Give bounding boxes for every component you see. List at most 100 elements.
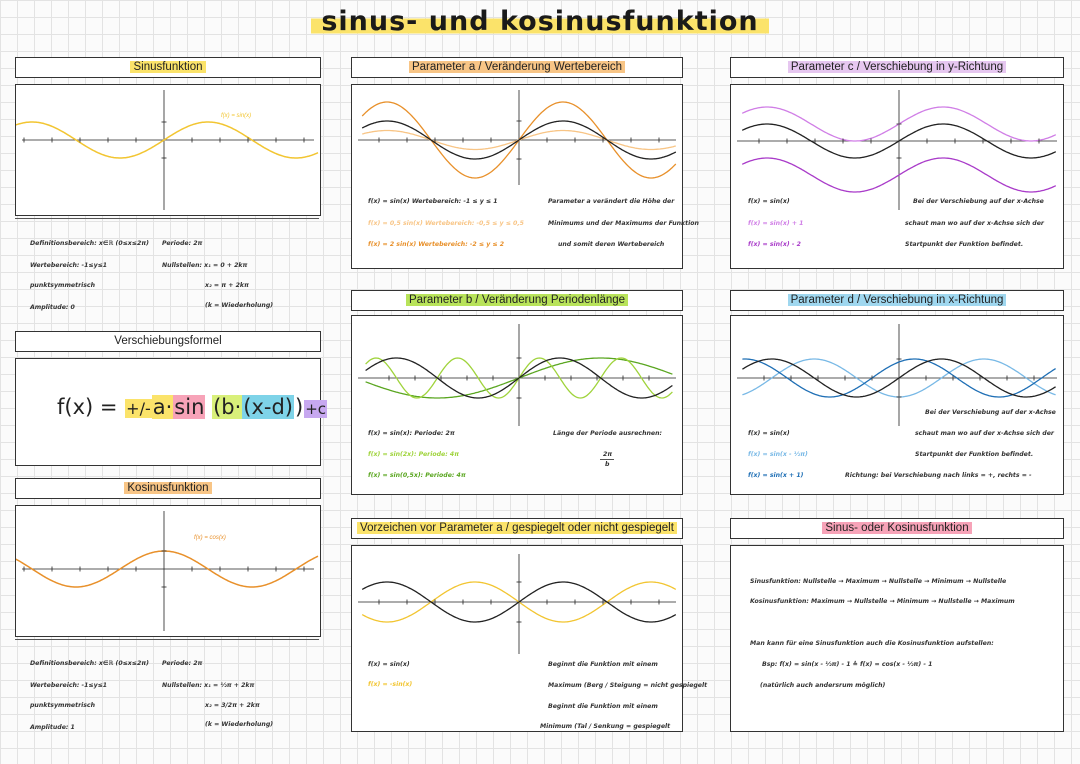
curve-sin-shift-left (742, 358, 1056, 398)
header-parameter-b: Parameter b / Veränderung Periodenlänge (351, 290, 683, 311)
param-a-n3: und somit deren Wertebereich (558, 241, 665, 248)
separator (15, 639, 319, 640)
cos-curve-label: f(x) = cos(x) (194, 535, 226, 541)
param-c-n2: schaut man wo auf der x-Achse sich der (905, 220, 1044, 227)
null-sinus: Nullstellen: x₁ = 0 + 2kπ (162, 262, 248, 269)
page-title: sinus- und kosinusfunktion (0, 6, 1080, 37)
curve-sin (742, 358, 1056, 398)
header-parameter-c: Parameter c / Verschiebung in y-Richtung (730, 57, 1064, 78)
param-d-n2: schaut man wo auf der x-Achse sich der (915, 430, 1054, 437)
param-a-n2: Minimums und der Maximums der Funktion (548, 220, 699, 227)
sinkos-l1: Sinusfunktion: Nullstelle → Maximum → Nu… (750, 578, 1007, 585)
parameter-d-graph (737, 324, 1057, 426)
param-b-n1: Länge der Periode ausrechnen: (553, 430, 662, 437)
param-d-f3: f(x) = sin(x + 1) (748, 472, 804, 479)
sym-kosinus: punktsymmetrisch (30, 702, 96, 709)
param-b-frac-bot: b (605, 461, 610, 468)
vz-n4: Minimum (Tal / Senkung = gespiegelt (540, 723, 671, 730)
formula-f: f(x) = (57, 395, 118, 419)
sinus-oder-kosinus-box (730, 545, 1064, 732)
param-c-f1: f(x) = sin(x) (748, 198, 790, 205)
formula-xd: (x-d) (242, 395, 295, 419)
formula-a: a· (151, 395, 174, 419)
null2-sinus: x₂ = π + 2kπ (205, 282, 249, 289)
vz-f1: f(x) = sin(x) (368, 661, 410, 668)
kosinus-graph (16, 511, 319, 631)
header-sinus-oder-kosinus: Sinus- oder Kosinusfunktion (730, 518, 1064, 539)
plot-parameter-b (351, 315, 683, 495)
param-d-f2: f(x) = sin(x - ½π) (748, 451, 808, 458)
plot-parameter-d (730, 315, 1064, 495)
fraction-bar (600, 459, 614, 460)
k-sinus: (k = Wiederholung) (205, 302, 274, 309)
sin-curve (16, 121, 319, 159)
plot-parameter-a (351, 84, 683, 269)
plot-kosinus: f(x) = cos(x) (15, 505, 321, 637)
amp-kosinus: Amplitude: 1 (30, 724, 75, 731)
vz-n1: Beginnt die Funktion mit einem (548, 661, 658, 668)
param-c-f2: f(x) = sin(x) + 1 (748, 220, 804, 227)
sinkos-l4: Bsp: f(x) = sin(x - ½π) - 1 ≙ f(x) = cos… (762, 661, 933, 668)
header-parameter-d: Parameter d / Verschiebung in x-Richtung (730, 290, 1064, 311)
null-kosinus: Nullstellen: x₁ = ½π + 2kπ (162, 682, 255, 689)
werte-kosinus: Wertebereich: -1≤y≤1 (30, 682, 108, 689)
plot-parameter-c (730, 84, 1064, 269)
axes (22, 90, 314, 210)
header-verschiebungsformel: Verschiebungsformel (15, 331, 321, 352)
param-d-n3: Startpunkt der Funktion befindet. (915, 451, 1034, 458)
curve-sin (361, 581, 677, 623)
formula-close: ) (295, 395, 304, 419)
plot-vorzeichen (351, 545, 683, 732)
null2-kosinus: x₂ = 3/2π + 2kπ (205, 702, 260, 709)
werte-sinus: Wertebereich: -1≤y≤1 (30, 262, 108, 269)
sinus-graph (16, 90, 319, 210)
header-parameter-a: Parameter a / Veränderung Wertebereich (351, 57, 683, 78)
k-kosinus: (k = Wiederholung) (205, 721, 274, 728)
parameter-a-graph (358, 90, 677, 185)
param-d-n4: Richtung: bei Verschiebung nach links = … (845, 472, 1032, 479)
formula-sign: +/- (125, 399, 152, 418)
sinkos-l2: Kosinusfunktion: Maximum → Nullstelle → … (750, 598, 1015, 605)
header-kosinusfunktion: Kosinusfunktion (15, 478, 321, 499)
header-sinusfunktion: Sinusfunktion (15, 57, 321, 78)
periode-kosinus: Periode: 2π (162, 660, 203, 667)
sin-curve-label: f(x) = sin(x) (221, 113, 252, 119)
formula-c: +c (304, 400, 328, 418)
curve-sin (365, 357, 673, 399)
parameter-c-graph (737, 90, 1057, 210)
curve-sin (741, 123, 1057, 159)
param-d-n1: Bei der Verschiebung auf der x-Achse (925, 409, 1056, 416)
param-b-f3: f(x) = sin(0,5x): Periode: 4π (368, 472, 466, 479)
param-c-n3: Startpunkt der Funktion befindet. (905, 241, 1024, 248)
curve-sin (361, 120, 677, 160)
param-c-n1: Bei der Verschiebung auf der x-Achse (913, 198, 1044, 205)
parameter-b-graph (358, 324, 676, 426)
param-a-n1: Parameter a verändert die Höhe der (548, 198, 675, 205)
sym-sinus: punktsymmetrisch (30, 282, 96, 289)
vorzeichen-graph (358, 554, 677, 654)
param-a-f1: f(x) = sin(x) Wertebereich: -1 ≤ y ≤ 1 (368, 198, 498, 205)
param-d-f1: f(x) = sin(x) (748, 430, 790, 437)
sinkos-l5: (natürlich auch andersrum möglich) (760, 682, 886, 689)
periode-sinus: Periode: 2π (162, 240, 203, 247)
vz-n2: Maximum (Berg / Steigung = nicht gespieg… (548, 682, 708, 689)
vz-f2: f(x) = -sin(x) (368, 681, 413, 688)
param-b-f2: f(x) = sin(2x): Periode: 4π (368, 451, 460, 458)
header-vorzeichen: Vorzeichen vor Parameter a / gespiegelt … (351, 518, 683, 539)
curve-sin-minus2 (741, 157, 1057, 193)
formula-sin: sin (173, 395, 206, 419)
amp-sinus: Amplitude: 0 (30, 304, 75, 311)
def-sinus: Definitionsbereich: x∈ℝ (0≤x≤2π) (30, 240, 150, 247)
axes (22, 511, 314, 631)
param-a-f3: f(x) = 2 sin(x) Wertebereich: -2 ≤ y ≤ 2 (368, 241, 505, 248)
param-b-frac-top: 2π (603, 451, 613, 458)
sinkos-l3: Man kann für eine Sinusfunktion auch die… (750, 640, 994, 647)
plot-sinus: f(x) = sin(x) (15, 84, 321, 216)
param-c-f3: f(x) = sin(x) - 2 (748, 241, 801, 248)
param-a-f2: f(x) = 0,5 sin(x) Wertebereich: -0,5 ≤ y… (368, 220, 524, 227)
formula-b: (b· (212, 395, 243, 419)
vz-n3: Beginnt die Funktion mit einem (548, 703, 658, 710)
def-kosinus: Definitionsbereich: x∈ℝ (0≤x≤2π) (30, 660, 150, 667)
param-b-f1: f(x) = sin(x): Periode: 2π (368, 430, 455, 437)
separator (15, 218, 319, 219)
